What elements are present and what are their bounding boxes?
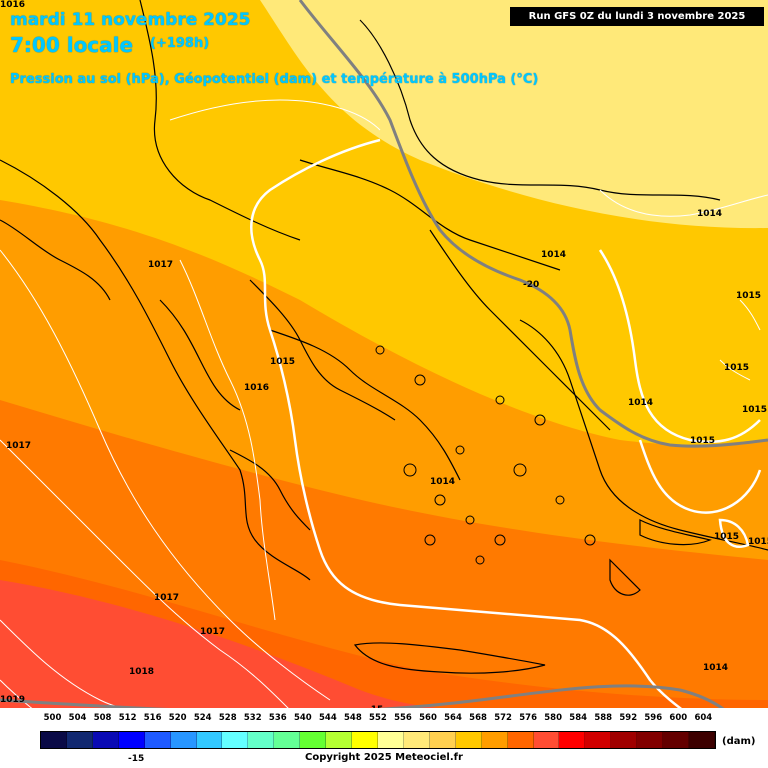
- legend-color-cell: [326, 732, 353, 748]
- temperature-label: -15: [128, 754, 145, 764]
- pressure-label: 1018: [129, 667, 155, 677]
- legend-tick-label: 548: [344, 713, 362, 723]
- legend-tick-label: 564: [444, 713, 462, 723]
- legend-color-cell: [663, 732, 690, 748]
- legend-tick-label: 508: [93, 713, 112, 723]
- pressure-label: 1015: [724, 363, 750, 373]
- legend-tick-label: 568: [469, 713, 487, 723]
- pressure-label: 1015: [748, 537, 768, 547]
- pressure-label: 1014: [703, 663, 729, 673]
- pressure-label: 1017: [200, 627, 226, 637]
- pressure-label: 1017: [148, 260, 174, 270]
- pressure-label: 1015: [714, 532, 740, 542]
- pressure-label: 1019: [0, 695, 26, 705]
- legend-unit: (dam): [722, 736, 756, 747]
- legend-color-cell: [637, 732, 664, 748]
- islands: [375, 345, 596, 565]
- legend-color-cell: [403, 732, 430, 748]
- pressure-label: 1017: [6, 441, 32, 451]
- pressure-label: 1017: [154, 593, 180, 603]
- copyright: Copyright 2025 Meteociel.fr: [305, 752, 463, 763]
- pressure-label: 1016: [244, 383, 270, 393]
- legend-ticks: 500 504 508 512 516 520 524 528 532 536 540 544 548 5…: [40, 713, 716, 729]
- legend-color-bar: [40, 731, 716, 749]
- coastlines: [0, 0, 768, 674]
- legend-color-cell: [144, 732, 171, 748]
- legend-color-cell: [170, 732, 197, 748]
- legend-color-cell: [559, 732, 586, 748]
- pressure-label: 1015: [736, 291, 762, 301]
- legend-color-cell: [507, 732, 534, 748]
- legend-tick-label: 584: [569, 713, 588, 723]
- legend-tick-label: 524: [193, 713, 212, 723]
- legend-tick-label: 576: [519, 713, 537, 723]
- legend-color-cell: [377, 732, 404, 748]
- legend-color-cell: [196, 732, 223, 748]
- legend-color-cell: [689, 732, 715, 748]
- pressure-label: 1016: [0, 0, 26, 10]
- legend-tick-label: 544: [318, 713, 337, 723]
- legend-tick-label: 532: [243, 713, 262, 723]
- pressure-label: 1015: [270, 357, 296, 367]
- legend-tick-label: 500: [43, 713, 62, 723]
- legend-tick-label: 592: [619, 713, 638, 723]
- legend-tick-label: 528: [218, 713, 237, 723]
- legend-color-cell: [300, 732, 327, 748]
- legend-color-cell: [248, 732, 275, 748]
- isobars: [0, 99, 768, 741]
- forecast-date: mardi 11 novembre 2025: [10, 10, 251, 30]
- pressure-label: 1014: [541, 250, 567, 260]
- legend-tick-label: 520: [168, 713, 187, 723]
- legend-tick-label: 556: [394, 713, 412, 723]
- forecast-time: 7:00 locale: [10, 33, 134, 57]
- legend-color-cell: [274, 732, 301, 748]
- legend-color-cell: [429, 732, 456, 748]
- legend-tick-label: 540: [293, 713, 312, 723]
- pressure-label: 1015: [742, 405, 768, 415]
- legend-color-cell: [118, 732, 145, 748]
- legend-color-cell: [41, 732, 67, 748]
- legend-color-cell: [66, 732, 93, 748]
- legend-color-cell: [92, 732, 119, 748]
- legend-tick-label: 560: [419, 713, 437, 723]
- pressure-label: 1014: [628, 398, 654, 408]
- legend-tick-label: 512: [118, 713, 137, 723]
- legend-color-cell: [611, 732, 638, 748]
- temperature-label: -20: [523, 280, 540, 290]
- legend-color-cell: [533, 732, 560, 748]
- forecast-lead-time: (+198h): [150, 36, 210, 51]
- legend-tick-label: 516: [143, 713, 162, 723]
- legend-tick-label: 572: [494, 713, 512, 723]
- legend-color-cell: [481, 732, 508, 748]
- run-info: Run GFS 0Z du lundi 3 novembre 2025: [510, 7, 764, 26]
- legend-color-cell: [585, 732, 612, 748]
- legend-tick-label: 588: [594, 713, 613, 723]
- legend-tick-label: 600: [669, 713, 688, 723]
- legend-tick-label: 552: [369, 713, 387, 723]
- pressure-label: 1015: [690, 436, 716, 446]
- legend-color-cell: [222, 732, 249, 748]
- map-description: Pression au sol (hPa), Géopotentiel (dam…: [10, 72, 539, 87]
- legend-tick-label: 580: [544, 713, 563, 723]
- legend-tick-label: 536: [268, 713, 287, 723]
- pressure-label: 1014: [697, 209, 723, 219]
- legend-color-cell: [352, 732, 378, 748]
- legend-color-cell: [455, 732, 482, 748]
- pressure-label: 1014: [430, 477, 456, 487]
- band-6: [0, 580, 480, 710]
- legend-tick-label: 604: [694, 713, 713, 723]
- legend-tick-label: 504: [68, 713, 87, 723]
- legend-tick-label: 596: [644, 713, 663, 723]
